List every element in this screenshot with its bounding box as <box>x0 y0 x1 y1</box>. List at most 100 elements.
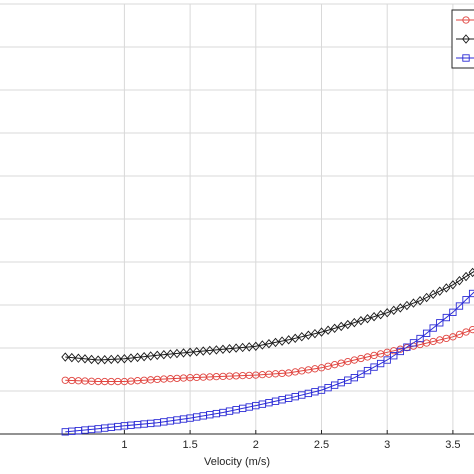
diamond-marker <box>363 313 372 324</box>
series-circle <box>61 325 474 386</box>
diamond-marker <box>146 351 155 361</box>
series-diamond <box>61 267 474 365</box>
square-marker <box>449 308 457 316</box>
diamond-marker <box>225 343 234 354</box>
square-marker <box>383 356 391 364</box>
diamond-marker <box>67 352 76 363</box>
circle-marker <box>363 353 372 361</box>
diamond-marker <box>402 300 411 311</box>
diamond-marker <box>389 305 398 316</box>
circle-marker <box>376 350 385 358</box>
series-line <box>65 270 474 361</box>
diamond-marker <box>455 275 464 286</box>
square-marker <box>442 313 450 322</box>
circle-marker <box>449 333 457 341</box>
diamond-marker <box>166 349 175 359</box>
grid <box>0 3 474 435</box>
diamond-marker <box>462 271 471 282</box>
diamond-marker <box>179 348 188 358</box>
diamond-marker <box>330 323 339 334</box>
diamond-marker <box>304 330 313 340</box>
square-marker <box>396 347 404 356</box>
diamond-marker <box>80 354 89 364</box>
square-marker <box>422 329 431 337</box>
diamond-marker <box>264 339 273 349</box>
circle-marker <box>317 364 326 372</box>
diamond-marker <box>192 347 201 357</box>
diamond-marker <box>429 289 438 300</box>
diamond-marker <box>350 317 359 328</box>
square-marker <box>409 339 418 347</box>
diamond-marker <box>186 347 195 357</box>
square-marker <box>462 54 470 62</box>
plot-frame <box>0 430 474 435</box>
diamond-marker <box>337 321 346 332</box>
diamond-marker <box>409 298 418 308</box>
diamond-marker <box>245 342 254 352</box>
diamond-marker <box>356 315 365 326</box>
circle-marker <box>442 334 450 343</box>
square-marker <box>403 343 411 351</box>
diamond-marker <box>448 280 457 290</box>
circle-marker <box>422 339 431 347</box>
diamond-marker <box>462 34 470 44</box>
series-group <box>61 267 474 436</box>
diamond-marker <box>205 345 214 356</box>
diamond-marker <box>271 337 280 348</box>
diamond-marker <box>238 342 247 353</box>
diamond-marker <box>376 310 385 320</box>
circle-marker <box>455 330 464 339</box>
circle-marker <box>436 336 444 344</box>
diamond-marker <box>422 292 431 303</box>
circle-marker <box>462 16 470 24</box>
circle-marker <box>429 337 437 346</box>
circle-marker <box>357 354 365 363</box>
x-tick-label: 3 <box>384 439 390 451</box>
diamond-marker <box>172 348 181 359</box>
diamond-marker <box>120 354 129 364</box>
circle-marker <box>344 357 352 366</box>
diamond-marker <box>310 328 319 339</box>
diamond-marker <box>278 336 287 346</box>
series-square <box>61 289 474 436</box>
diamond-marker <box>258 340 267 350</box>
legend <box>451 9 474 69</box>
diamond-marker <box>396 303 405 313</box>
square-marker <box>416 334 424 343</box>
diamond-marker <box>107 354 116 365</box>
diamond-marker <box>126 353 135 363</box>
square-marker <box>390 352 398 360</box>
square-marker <box>429 324 437 332</box>
diamond-marker <box>317 327 326 337</box>
circle-marker <box>337 359 345 367</box>
diamond-marker <box>74 353 83 363</box>
diamond-marker <box>291 333 300 343</box>
diamond-marker <box>218 344 227 354</box>
diamond-marker <box>159 350 168 360</box>
diamond-marker <box>140 351 149 362</box>
diamond-marker <box>133 352 142 363</box>
x-tick-label: 1 <box>121 439 127 451</box>
diamond-marker <box>232 343 241 353</box>
diamond-marker <box>94 355 103 365</box>
diamond-marker <box>113 354 122 364</box>
series-line <box>65 291 474 433</box>
square-marker <box>455 302 464 310</box>
diamond-marker <box>61 352 70 362</box>
circle-marker <box>330 361 339 369</box>
diamond-marker <box>468 267 474 278</box>
diamond-marker <box>297 332 306 342</box>
x-tick-label: 3.5 <box>445 439 460 451</box>
circle-marker <box>324 362 332 370</box>
diamond-marker <box>212 345 221 355</box>
circle-marker <box>468 325 474 334</box>
diamond-marker <box>87 354 96 365</box>
diamond-marker <box>435 286 444 296</box>
circle-marker <box>370 351 378 360</box>
square-marker <box>468 289 474 298</box>
diamond-marker <box>251 341 260 351</box>
diamond-marker <box>343 319 352 330</box>
square-marker <box>436 319 444 327</box>
x-tick-labels: 11.522.533.54 <box>121 439 460 451</box>
circle-marker <box>462 328 470 336</box>
